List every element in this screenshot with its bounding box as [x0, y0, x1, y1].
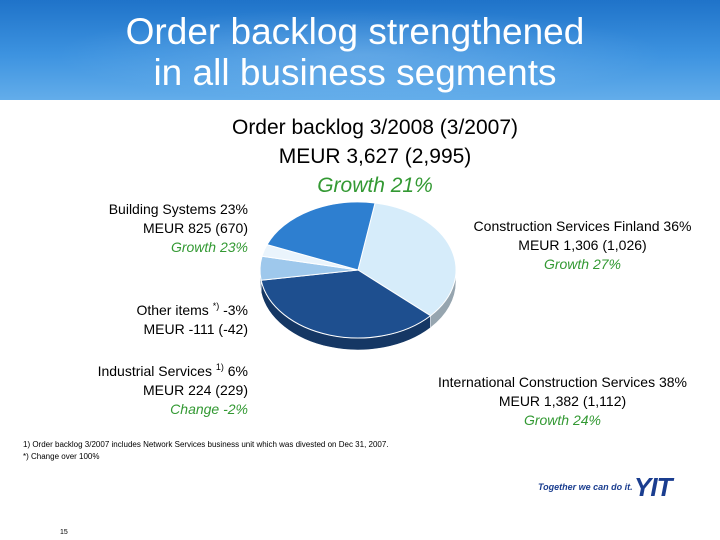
- pie-slice-construction-services-finland: [357, 202, 457, 317]
- label-csf-change: Growth 27%: [543, 256, 622, 272]
- label-other-name: Other items *) -3%: [136, 301, 248, 318]
- label-other-value: MEUR -111 (-42): [143, 321, 248, 337]
- label-building-name: Building Systems 23%: [108, 201, 248, 217]
- label-industrial-value: MEUR 224 (229): [142, 382, 248, 398]
- label-building-systems: Building Systems 23% MEUR 825 (670) Grow…: [60, 200, 248, 257]
- label-international-construction-services: International Construction Services 38% …: [415, 373, 710, 430]
- subtitle-line1: Order backlog 3/2008 (3/2007): [231, 116, 518, 139]
- order-backlog-pie-chart: [259, 201, 457, 351]
- label-construction-services-finland: Construction Services Finland 36% MEUR 1…: [450, 217, 715, 274]
- company-tagline: Together we can do it.: [538, 482, 633, 492]
- label-industrial-change: Change -2%: [170, 401, 248, 417]
- label-csf-value: MEUR 1,306 (1,026): [518, 237, 647, 253]
- slide-title-line1: Order backlog strengthened: [125, 11, 585, 52]
- label-industrial-services: Industrial Services 1) 6% MEUR 224 (229)…: [60, 358, 248, 419]
- page-number: 15: [60, 529, 68, 536]
- label-ics-value: MEUR 1,382 (1,112): [498, 393, 627, 409]
- pie-slice-international-construction-services: [260, 269, 432, 339]
- title-banner: Order backlog strengthened in all busine…: [0, 0, 720, 100]
- subtitle-growth: Growth 21%: [317, 174, 433, 197]
- label-csf-name: Construction Services Finland 36%: [473, 218, 692, 234]
- label-other-items: Other items *) -3% MEUR -111 (-42): [80, 297, 248, 339]
- label-ics-name: International Construction Services 38%: [437, 374, 688, 390]
- label-ics-change: Growth 24%: [523, 412, 602, 428]
- label-building-value: MEUR 825 (670): [142, 220, 248, 236]
- label-building-change: Growth 23%: [170, 239, 248, 255]
- slide-title-line2: in all business segments: [153, 52, 557, 93]
- footnote-1: 1) Order backlog 3/2007 includes Network…: [23, 440, 389, 449]
- subtitle-line2: MEUR 3,627 (2,995): [278, 145, 472, 168]
- pie-slice-building-systems: [266, 201, 376, 271]
- yit-logo: YIT: [634, 472, 672, 502]
- footnote-2: *) Change over 100%: [23, 452, 100, 461]
- label-industrial-name: Industrial Services 1) 6%: [97, 362, 248, 379]
- banner-glow: [0, 0, 720, 100]
